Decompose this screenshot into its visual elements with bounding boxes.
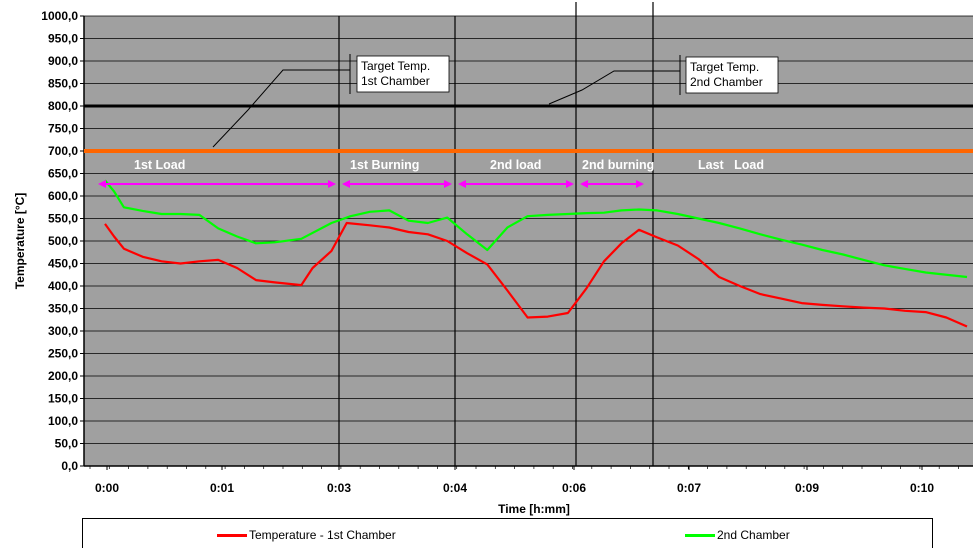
- y-tick-label: 950,0: [48, 32, 78, 46]
- legend-item-2nd-chamber: 2nd Chamber: [685, 528, 790, 542]
- target-lines: [84, 104, 973, 153]
- y-tick-label: 500,0: [48, 234, 78, 248]
- legend-swatch-red: [217, 533, 247, 537]
- callout-text: Target Temp.: [690, 60, 759, 74]
- y-tick-label: 150,0: [48, 392, 78, 406]
- phase-arrow-head-left: [342, 180, 350, 188]
- y-tick-label: 850,0: [48, 77, 78, 91]
- callout-box: [356, 55, 450, 93]
- phase-arrow-head-right: [444, 180, 452, 188]
- y-tick-label: 550,0: [48, 212, 78, 226]
- x-tick-label: 0:03: [327, 481, 351, 495]
- x-tick-label: 0:09: [795, 481, 819, 495]
- callout-box: [685, 56, 779, 94]
- callout-leader: [212, 69, 350, 148]
- phase-arrow-head-right: [566, 180, 574, 188]
- y-tick-label: 50,0: [55, 437, 79, 451]
- y-tick-label: 100,0: [48, 414, 78, 428]
- callout-text: 1st Chamber: [361, 74, 430, 88]
- phase-arrow-head-right: [636, 180, 644, 188]
- x-tick-label: 0:01: [210, 481, 234, 495]
- x-tick-label: 0:06: [562, 481, 586, 495]
- gridlines: [83, 15, 973, 467]
- x-tick-label: 0:00: [95, 481, 119, 495]
- y-tick-label: 650,0: [48, 167, 78, 181]
- callout-text: Target Temp.: [361, 59, 430, 73]
- legend-label: 2nd Chamber: [717, 528, 790, 542]
- y-tick-label: 800,0: [48, 99, 78, 113]
- y-tick-label: 200,0: [48, 369, 78, 383]
- series-line-2nd-chamber: [104, 179, 968, 279]
- y-axis-ticks: 0,0 50,0 100,0 150,0 200,0 250,0 300,0 350,0 400…: [41, 9, 84, 473]
- phase-arrow-head-left: [98, 180, 106, 188]
- phase-labels: 1st Load 1st Burning 2nd load 2nd burning La…: [134, 158, 764, 172]
- legend-item-1st-chamber: Temperature - 1st Chamber: [217, 528, 396, 542]
- legend-label: Temperature - 1st Chamber: [249, 528, 396, 542]
- data-series: [104, 179, 968, 328]
- phase-arrow-head-right: [328, 180, 336, 188]
- phase-arrows: [98, 180, 644, 188]
- phase-label: 1st Burning: [350, 158, 419, 172]
- phase-dividers: [338, 2, 654, 466]
- x-tick-label: 0:10: [910, 481, 934, 495]
- y-tick-label: 300,0: [48, 324, 78, 338]
- phase-label: 2nd burning: [582, 158, 654, 172]
- callout-leader: [548, 70, 680, 105]
- x-tick-label: 0:07: [677, 481, 701, 495]
- y-tick-label: 450,0: [48, 257, 78, 271]
- y-tick-label: 600,0: [48, 189, 78, 203]
- phase-arrow-head-left: [458, 180, 466, 188]
- y-axis-title: Temperature [°C]: [13, 193, 27, 290]
- x-tick-label: 0:04: [443, 481, 467, 495]
- callout-text: 2nd Chamber: [690, 75, 763, 89]
- y-tick-label: 900,0: [48, 54, 78, 68]
- phase-label: Last Load: [698, 158, 764, 172]
- phase-label: 1st Load: [134, 158, 185, 172]
- y-tick-label: 350,0: [48, 302, 78, 316]
- y-tick-label: 1000,0: [41, 9, 78, 23]
- y-tick-label: 400,0: [48, 279, 78, 293]
- legend-swatch-green: [685, 533, 715, 537]
- x-axis-ticks: 0:00 0:01 0:03 0:04 0:06 0:07 0:09 0:10: [89, 466, 959, 495]
- series-line-1st-chamber: [104, 221, 968, 328]
- y-tick-label: 750,0: [48, 122, 78, 136]
- phase-arrow-head-left: [580, 180, 588, 188]
- phase-label: 2nd load: [490, 158, 541, 172]
- legend: Temperature - 1st Chamber 2nd Chamber: [82, 518, 933, 548]
- y-tick-label: 250,0: [48, 347, 78, 361]
- y-tick-label: 700,0: [48, 144, 78, 158]
- y-tick-label: 0,0: [61, 459, 78, 473]
- x-axis-title: Time [h:mm]: [498, 502, 570, 516]
